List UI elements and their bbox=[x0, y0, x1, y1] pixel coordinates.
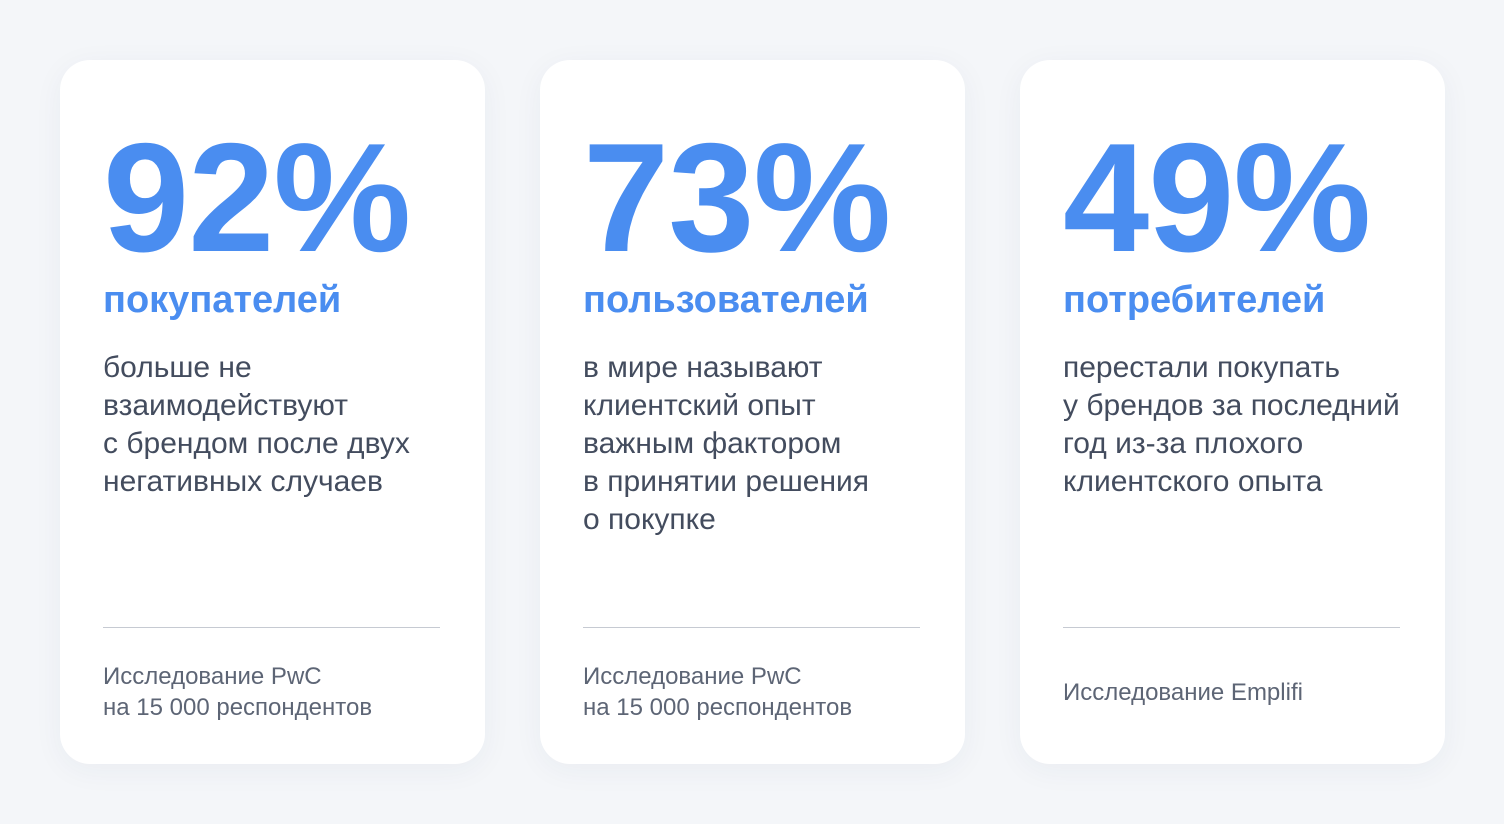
divider bbox=[103, 627, 440, 628]
stat-subject: покупателей bbox=[103, 279, 342, 321]
stat-description: больше не взаимодействуют с брендом посл… bbox=[103, 351, 410, 498]
divider bbox=[1063, 627, 1400, 628]
stat-source: Исследование PwC на 15 000 респондентов bbox=[103, 663, 373, 721]
stat-card: 73% пользователей в мире называют клиент… bbox=[540, 60, 965, 764]
stat-subject: пользователей bbox=[583, 279, 869, 321]
stat-source: Исследование PwC на 15 000 респондентов bbox=[583, 663, 853, 721]
card-footer: Исследование PwC на 15 000 респондентов bbox=[103, 628, 440, 756]
stat-value: 49% bbox=[1063, 111, 1371, 284]
divider bbox=[583, 627, 920, 628]
stat-description: перестали покупать у брендов за последни… bbox=[1063, 351, 1400, 498]
card-footer: Исследование PwC на 15 000 респондентов bbox=[583, 628, 920, 756]
stat-card: 49% потребителей перестали покупать у бр… bbox=[1020, 60, 1445, 764]
stat-source: Исследование Emplifi bbox=[1063, 678, 1303, 706]
stat-value: 73% bbox=[583, 111, 891, 284]
stat-value: 92% bbox=[103, 111, 411, 284]
stat-description: в мире называют клиентский опыт важным ф… bbox=[583, 351, 870, 536]
card-footer: Исследование Emplifi bbox=[1063, 628, 1400, 756]
stat-subject: потребителей bbox=[1063, 279, 1326, 321]
stat-card: 92% покупателей больше не взаимодействую… bbox=[60, 60, 485, 764]
